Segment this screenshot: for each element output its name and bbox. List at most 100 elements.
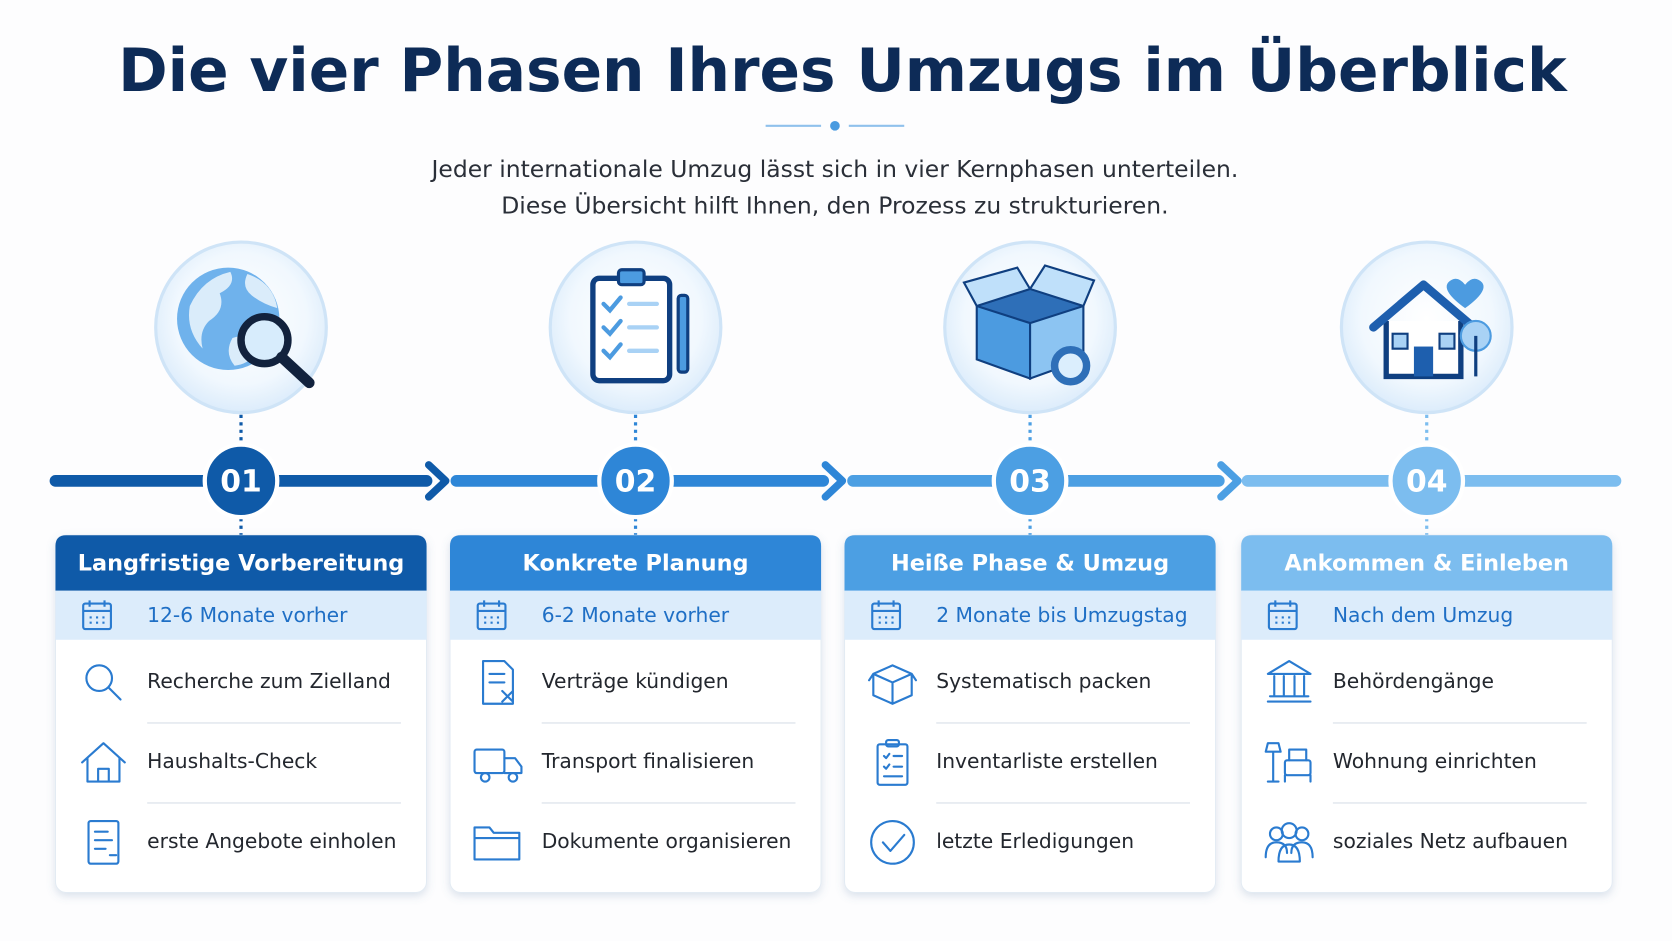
task-icon-part [507,771,519,783]
icon-part [1267,602,1298,631]
task-icon-part [1283,748,1312,783]
icon-part [1438,332,1456,350]
phase-title: Ankommen & Einleben [1284,551,1569,577]
task-icon [85,664,122,701]
timing-row [450,590,822,640]
phase-icon [962,264,1096,386]
task-icon [87,819,120,865]
divider [765,121,905,131]
phase-number-badge [597,442,674,520]
icon-part [962,264,1096,308]
icon-part [82,602,112,631]
task-icon-part [481,660,514,705]
icon-part [601,318,623,337]
icon-part [601,342,623,361]
task-icon-part [885,738,900,748]
phase-number: 04 [1406,465,1448,500]
task-icon [870,819,915,865]
phase-timing: 2 Monate bis Umzugstag [936,603,1187,627]
icon-part [871,602,902,631]
task-icon [473,748,523,783]
icon-part [616,268,646,287]
task-icon-part [1264,742,1282,783]
task: Wohnung einrichten [1333,749,1537,773]
task-icon-part [87,819,120,865]
task-icon-part [881,833,906,852]
icon-part [237,312,292,368]
task: Inventarliste erstellen [936,749,1158,773]
task-icon [1264,822,1314,863]
task-icon-part [1266,660,1312,703]
icon-part [1446,278,1484,309]
task: Verträge kündigen [542,669,729,693]
icon-part [276,351,315,389]
timeline-arrow [821,461,847,501]
task: Dokumente organisieren [542,829,792,853]
icon-part [1413,346,1434,377]
phase-timing: Nach dem Umzug [1333,603,1513,627]
timing-row [1241,590,1613,640]
timing-row [844,590,1216,640]
phase-number: 02 [615,465,657,500]
phase-icon [590,268,690,384]
intro-line: Diese Übersicht hilft Ihnen, den Prozess… [501,191,1168,219]
icon-part [601,295,623,314]
phase-number-badge [202,442,280,520]
timeline-arrow [1217,461,1242,501]
phase-number-badge [1388,442,1466,520]
intro-line: Jeder internationale Umzug lässt sich in… [430,155,1239,183]
task-icon [473,826,521,861]
icon-part [1050,346,1091,386]
task-icon-part [1283,759,1312,777]
task: Systematisch packen [936,669,1151,693]
task-icon-part [870,819,915,865]
task-icon-part [93,830,118,857]
task-icon-part [473,826,521,861]
phase-number: 01 [220,465,262,500]
timing-row [55,590,427,640]
task-icon-part [876,743,909,786]
calendar-icon [871,600,902,631]
timeline-arrow [424,461,450,501]
task: letzte Erledigungen [936,829,1134,853]
calendar-icon [82,600,112,631]
task-icon-part [1264,841,1314,863]
card-header [844,535,1216,591]
phase-timing: 6-2 Monate vorher [542,603,730,627]
task-icon [81,742,126,783]
icon-part [1268,600,1297,624]
phase-number: 03 [1009,465,1051,500]
task-icon-part [479,771,491,783]
task-icon-part [473,748,506,775]
task-icon [867,664,918,705]
phase-timing: 12-6 Monate vorher [147,603,348,627]
task: Transport finalisieren [541,749,755,773]
task-icon-part [867,664,918,705]
task-icon-part [882,752,904,778]
calendar-icon [1267,600,1298,631]
icon-part [83,600,111,624]
task-icon-part [1294,826,1310,842]
icon-part [872,600,900,624]
task: erste Angebote einholen [147,829,396,853]
task-icon-part [81,742,126,783]
icon-part [1369,280,1478,332]
phase-title: Konkrete Planung [523,551,749,577]
calendar-icon [476,600,507,631]
task-icon [1266,660,1312,703]
task: Behördengänge [1333,669,1494,693]
task: Haushalts-Check [147,749,317,773]
icon-part [477,600,506,624]
task-icon-part [85,664,114,693]
phase-icon [1369,278,1492,380]
card-header [55,535,427,591]
phase-icon [177,267,315,389]
icon-part [188,271,278,366]
phase-number-badge [991,442,1069,520]
phase-title: Langfristige Vorbereitung [78,551,405,577]
phase-title: Heiße Phase & Umzug [891,551,1169,577]
task-icon [481,660,514,705]
card-header [1241,535,1613,591]
